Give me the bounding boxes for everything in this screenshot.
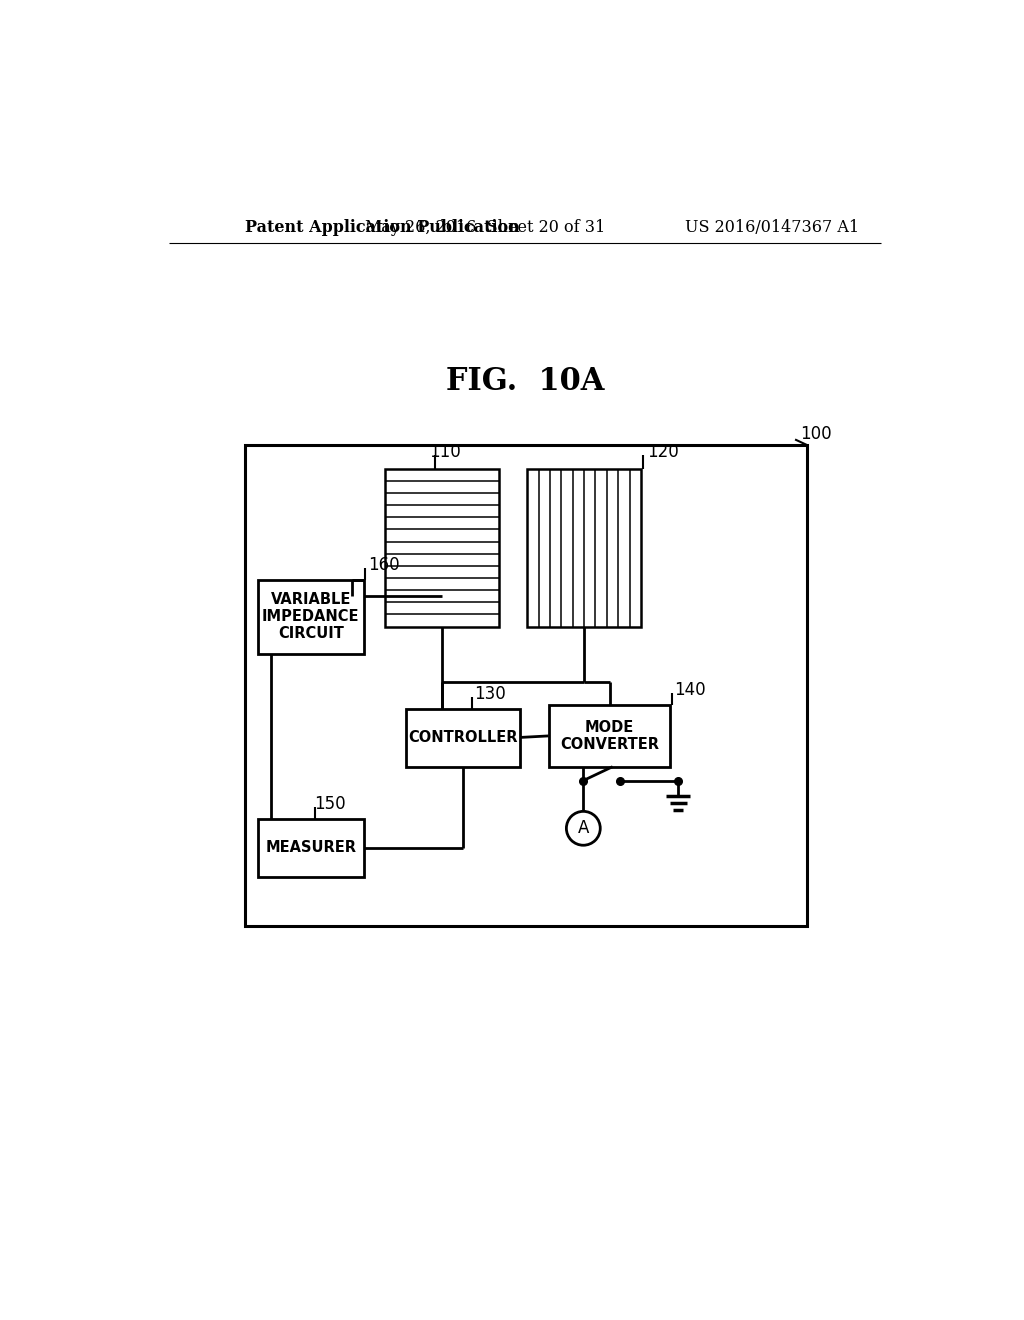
Text: 120: 120 [647, 442, 679, 461]
Text: VARIABLE
IMPEDANCE
CIRCUIT: VARIABLE IMPEDANCE CIRCUIT [262, 591, 359, 642]
Text: May 26, 2016  Sheet 20 of 31: May 26, 2016 Sheet 20 of 31 [365, 219, 605, 236]
Bar [245, 445, 807, 927]
Text: 130: 130 [474, 685, 506, 702]
Bar [385, 469, 499, 627]
Bar [527, 469, 641, 627]
Bar [258, 581, 364, 653]
Bar [407, 709, 520, 767]
Text: A: A [578, 820, 589, 837]
Text: 160: 160 [368, 556, 399, 574]
Text: CONTROLLER: CONTROLLER [409, 730, 518, 744]
Text: 150: 150 [314, 795, 346, 813]
Text: FIG.  10A: FIG. 10A [445, 366, 604, 397]
Text: 110: 110 [430, 442, 462, 461]
Text: 140: 140 [674, 681, 706, 698]
Text: 100: 100 [801, 425, 833, 444]
Text: MODE
CONVERTER: MODE CONVERTER [560, 719, 659, 752]
Text: Patent Application Publication: Patent Application Publication [245, 219, 519, 236]
Bar [258, 818, 364, 876]
Text: US 2016/0147367 A1: US 2016/0147367 A1 [685, 219, 859, 236]
Bar [549, 705, 671, 767]
Text: MEASURER: MEASURER [265, 840, 356, 855]
